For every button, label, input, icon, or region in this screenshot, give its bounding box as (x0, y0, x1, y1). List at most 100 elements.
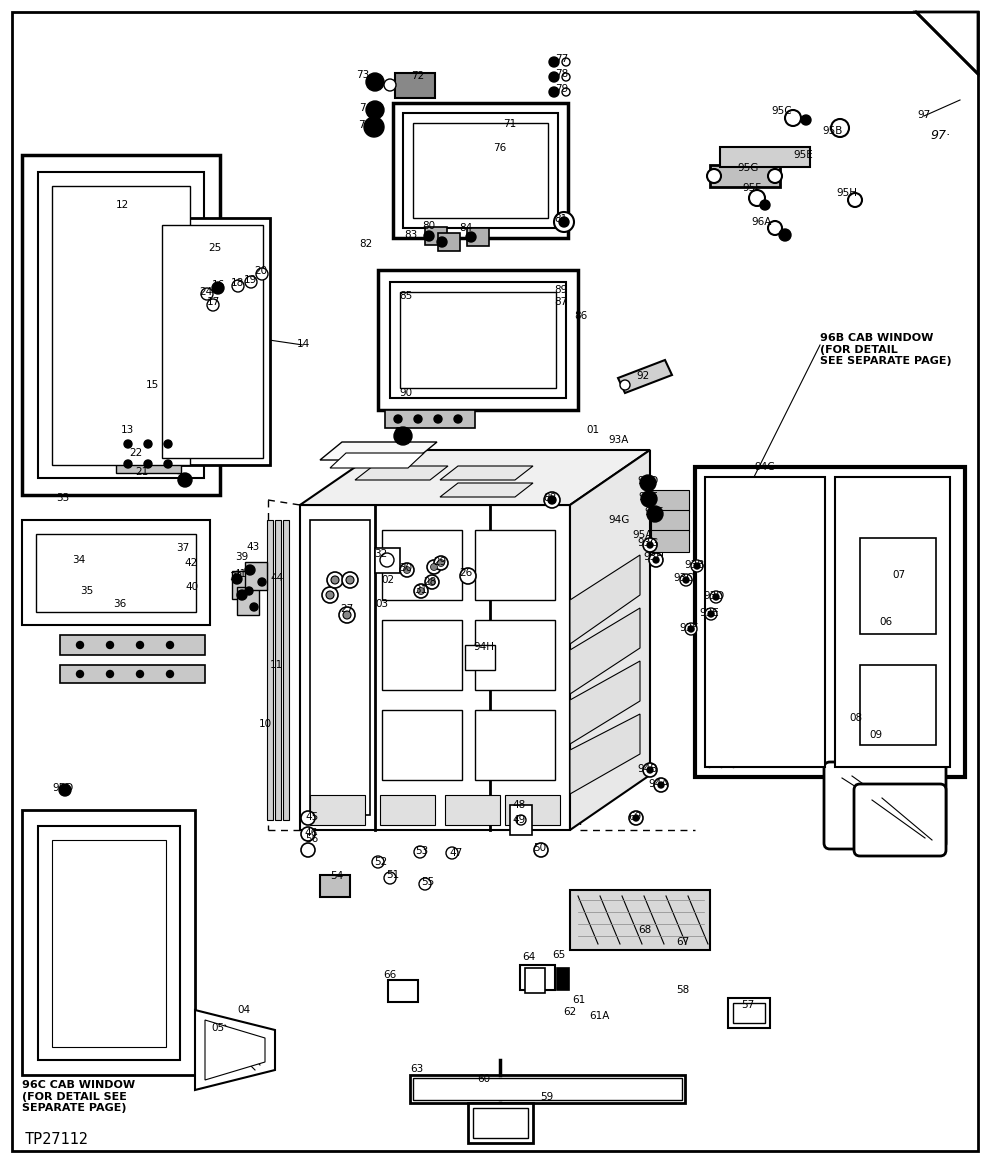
Text: 50: 50 (534, 843, 546, 852)
Text: 73: 73 (356, 70, 369, 80)
Circle shape (107, 671, 114, 678)
FancyBboxPatch shape (824, 762, 946, 849)
Bar (651, 490, 689, 512)
Text: 87: 87 (554, 297, 567, 307)
Circle shape (207, 299, 219, 311)
Circle shape (688, 626, 694, 632)
Text: 13: 13 (121, 424, 134, 435)
Text: 81: 81 (554, 214, 567, 224)
Bar (468, 1103, 533, 1143)
Text: 93G: 93G (638, 538, 658, 548)
Bar (413, 123, 548, 217)
Circle shape (380, 552, 394, 568)
Polygon shape (848, 654, 948, 755)
Bar (438, 233, 460, 251)
Bar (60, 635, 205, 655)
Text: 12: 12 (116, 200, 129, 211)
Text: 16: 16 (212, 280, 225, 290)
Text: 95E: 95E (793, 150, 813, 160)
Text: 85: 85 (399, 291, 413, 301)
Bar (413, 1078, 682, 1100)
Circle shape (643, 763, 657, 777)
Text: 72: 72 (412, 71, 425, 81)
Text: 31: 31 (415, 585, 428, 595)
Text: 95A: 95A (633, 530, 653, 540)
Circle shape (144, 461, 152, 468)
Bar (382, 530, 462, 600)
Text: 69: 69 (629, 812, 642, 822)
Text: 96C CAB WINDOW
(FOR DETAIL SEE
SEPARATE PAGE): 96C CAB WINDOW (FOR DETAIL SEE SEPARATE … (22, 1080, 135, 1113)
Circle shape (258, 578, 266, 586)
Text: 32: 32 (374, 549, 388, 559)
Circle shape (366, 73, 384, 91)
Text: 75: 75 (358, 120, 371, 130)
Text: 63: 63 (411, 1064, 424, 1073)
Circle shape (707, 169, 721, 183)
Text: 33: 33 (56, 493, 69, 504)
Text: 48: 48 (513, 800, 526, 809)
Polygon shape (300, 505, 570, 830)
Text: 93C: 93C (673, 573, 694, 583)
Polygon shape (310, 795, 365, 825)
Circle shape (232, 280, 244, 292)
Circle shape (649, 552, 663, 568)
Circle shape (164, 461, 172, 468)
Polygon shape (330, 454, 424, 468)
Circle shape (301, 811, 315, 825)
Bar (403, 113, 558, 228)
Text: 94H: 94H (473, 642, 494, 652)
Text: 94G: 94G (608, 515, 630, 525)
Circle shape (647, 768, 653, 773)
Circle shape (658, 782, 664, 789)
Text: 36: 36 (114, 599, 127, 609)
Bar (475, 530, 555, 600)
Text: 52: 52 (374, 857, 388, 866)
Circle shape (549, 87, 559, 97)
Circle shape (301, 843, 315, 857)
Text: 23: 23 (176, 473, 190, 483)
Circle shape (437, 237, 447, 247)
Circle shape (653, 557, 659, 563)
Text: 95C: 95C (771, 106, 792, 116)
Circle shape (429, 578, 436, 585)
Text: 76: 76 (493, 143, 507, 154)
Text: 93E: 93E (699, 608, 719, 618)
Circle shape (434, 556, 448, 570)
Text: 93H: 93H (644, 552, 664, 562)
FancyBboxPatch shape (854, 784, 946, 856)
Circle shape (414, 584, 428, 598)
Polygon shape (52, 186, 190, 465)
Text: 97·: 97· (930, 128, 950, 142)
Circle shape (516, 815, 526, 825)
Polygon shape (310, 520, 370, 815)
Circle shape (633, 815, 639, 821)
Text: 61A: 61A (589, 1011, 609, 1021)
Polygon shape (22, 520, 210, 625)
Text: 43: 43 (247, 542, 259, 552)
Text: 24: 24 (199, 287, 213, 297)
Circle shape (166, 642, 173, 649)
Circle shape (301, 827, 315, 841)
Circle shape (124, 440, 132, 448)
Bar (60, 665, 205, 683)
Text: 08: 08 (849, 713, 862, 723)
Text: 97: 97 (918, 110, 931, 120)
Text: 37: 37 (176, 543, 190, 552)
Polygon shape (380, 795, 435, 825)
Circle shape (559, 217, 569, 227)
Text: 11: 11 (269, 659, 282, 670)
Bar (382, 620, 462, 690)
Text: 14: 14 (296, 338, 310, 349)
Text: 95H: 95H (837, 188, 857, 198)
Bar (232, 571, 254, 599)
Bar (651, 511, 689, 531)
Circle shape (232, 575, 242, 584)
Polygon shape (38, 826, 180, 1059)
Circle shape (404, 566, 411, 573)
Circle shape (685, 623, 697, 635)
Circle shape (691, 561, 703, 572)
Polygon shape (570, 608, 640, 694)
Bar (710, 165, 780, 187)
Text: 93B: 93B (685, 561, 705, 570)
Circle shape (250, 602, 258, 611)
